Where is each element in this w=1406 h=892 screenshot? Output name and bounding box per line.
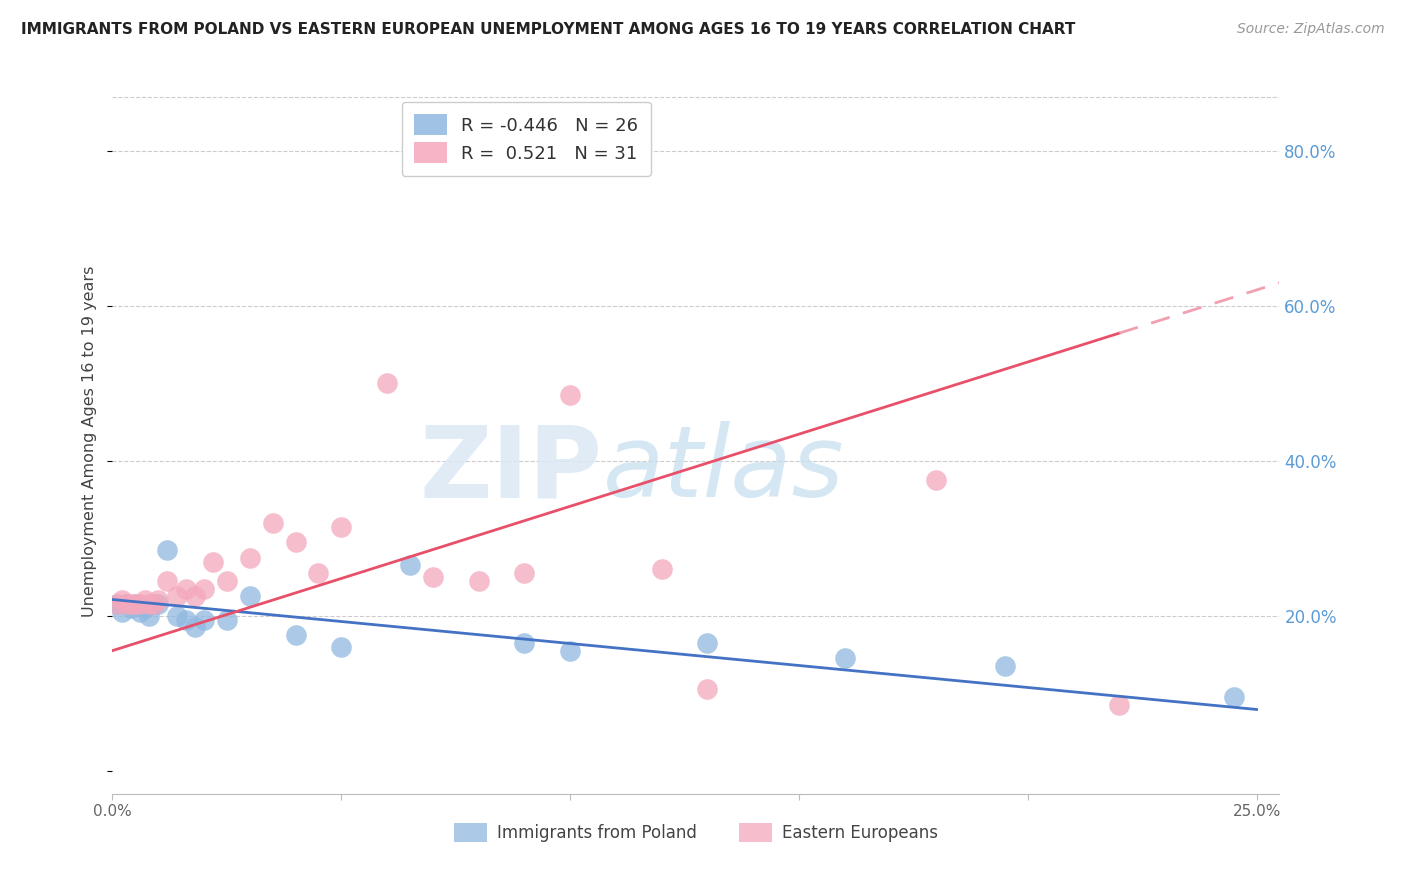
Text: atlas: atlas [603, 421, 844, 518]
Point [262, 516, 284, 530]
Point [399, 558, 422, 573]
Point [696, 636, 718, 650]
Point [184, 590, 207, 604]
Point [696, 682, 718, 697]
Point [134, 601, 156, 615]
Point [467, 574, 489, 588]
Point [330, 640, 353, 654]
Point [513, 636, 536, 650]
Point [138, 597, 160, 611]
Text: IMMIGRANTS FROM POLAND VS EASTERN EUROPEAN UNEMPLOYMENT AMONG AGES 16 TO 19 YEAR: IMMIGRANTS FROM POLAND VS EASTERN EUROPE… [21, 22, 1076, 37]
Point [284, 628, 307, 642]
Point [156, 543, 179, 558]
Point [142, 597, 165, 611]
Point [215, 613, 238, 627]
Point [124, 597, 146, 611]
Legend: Immigrants from Poland, Eastern Europeans: Immigrants from Poland, Eastern European… [447, 816, 945, 849]
Point [115, 597, 138, 611]
Text: Source: ZipAtlas.com: Source: ZipAtlas.com [1237, 22, 1385, 37]
Point [124, 597, 146, 611]
Point [239, 590, 262, 604]
Point [148, 593, 170, 607]
Point [138, 608, 160, 623]
Point [834, 651, 856, 665]
Point [115, 597, 138, 611]
Point [111, 593, 134, 607]
Point [215, 574, 238, 588]
Point [307, 566, 329, 581]
Point [129, 597, 152, 611]
Point [166, 590, 188, 604]
Point [193, 613, 215, 627]
Point [558, 643, 581, 657]
Point [330, 519, 353, 533]
Point [120, 601, 142, 615]
Point [120, 597, 142, 611]
Point [148, 597, 170, 611]
Point [134, 593, 156, 607]
Point [105, 597, 128, 611]
Point [994, 659, 1017, 673]
Point [422, 570, 444, 584]
Point [651, 562, 673, 576]
Point [174, 582, 197, 596]
Point [184, 620, 207, 634]
Point [558, 388, 581, 402]
Point [193, 582, 215, 596]
Point [239, 550, 262, 565]
Point [129, 605, 152, 619]
Point [925, 473, 948, 487]
Point [174, 613, 197, 627]
Point [284, 535, 307, 549]
Point [142, 597, 165, 611]
Point [513, 566, 536, 581]
Point [202, 555, 225, 569]
Point [1222, 690, 1244, 704]
Point [1108, 698, 1130, 712]
Point [105, 597, 128, 611]
Point [375, 376, 398, 391]
Point [156, 574, 179, 588]
Point [111, 605, 134, 619]
Point [166, 608, 188, 623]
Y-axis label: Unemployment Among Ages 16 to 19 years: Unemployment Among Ages 16 to 19 years [82, 266, 97, 617]
Text: ZIP: ZIP [420, 421, 603, 518]
